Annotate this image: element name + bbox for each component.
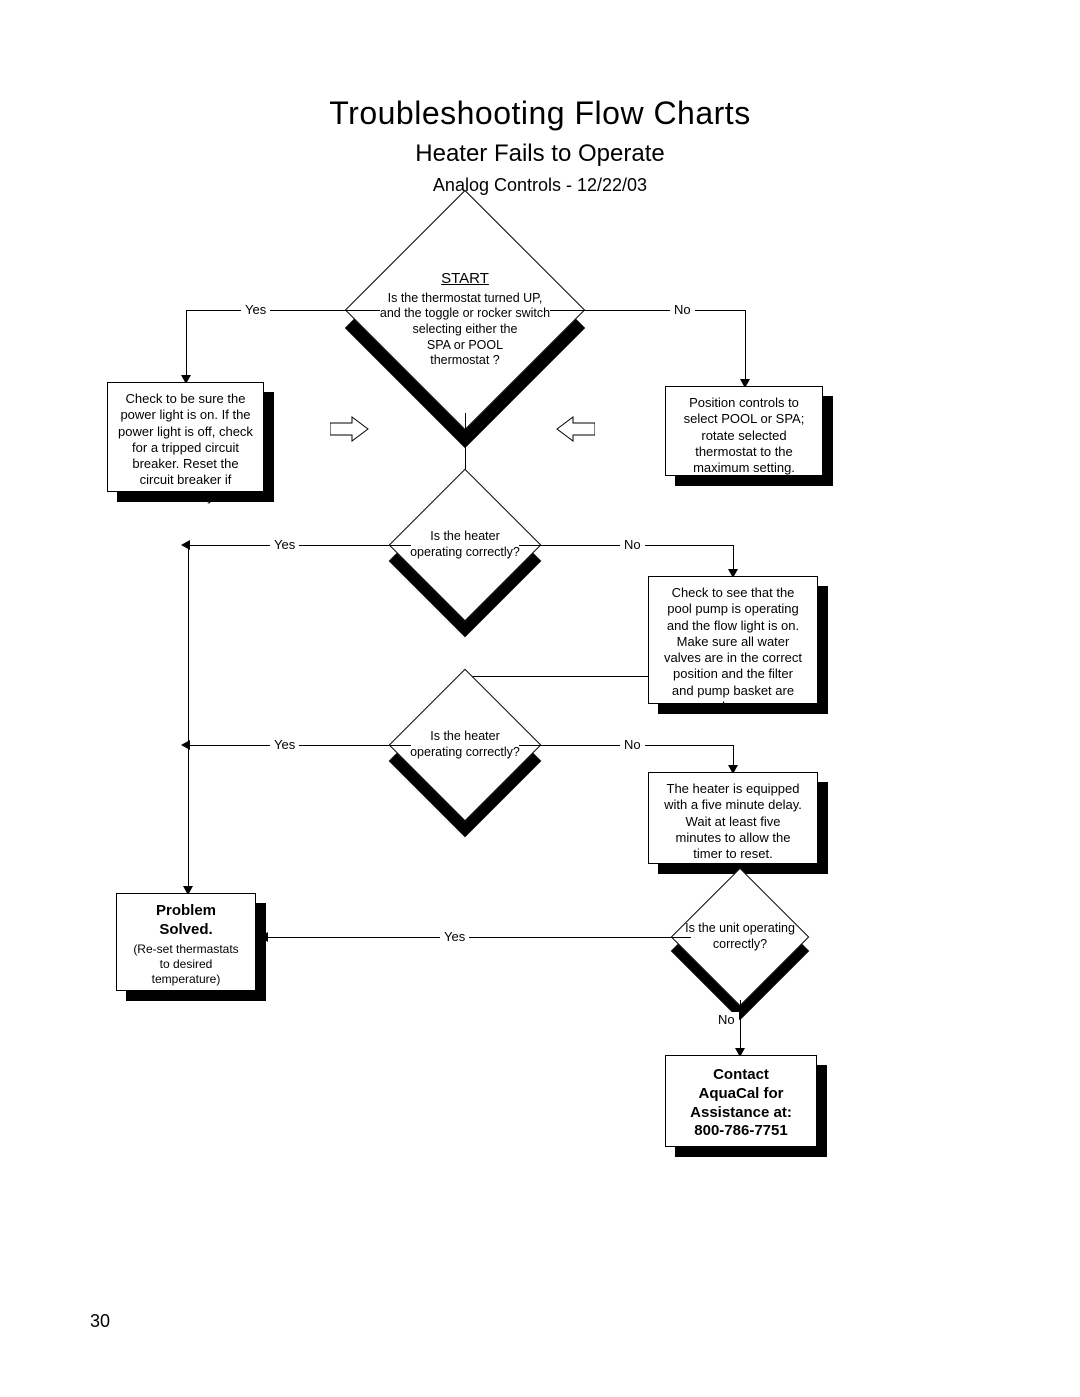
- process-contact: ContactAquaCal forAssistance at:800-786-…: [665, 1055, 827, 1157]
- box-text: Check to see that thepool pump is operat…: [659, 585, 807, 715]
- edge-label-no: No: [670, 302, 695, 317]
- edge-label-yes: Yes: [241, 302, 270, 317]
- edge-label-no: No: [620, 737, 645, 752]
- connector: [188, 745, 411, 746]
- box-text: The heater is equippedwith a five minute…: [659, 781, 807, 862]
- open-arrow-left-icon: [555, 415, 595, 443]
- start-header: START: [350, 270, 580, 289]
- decision-start: START Is the thermostat turned UP,and th…: [380, 225, 550, 395]
- box-bold-text: ProblemSolved.: [127, 902, 245, 940]
- flowchart-page: Troubleshooting Flow Charts Heater Fails…: [0, 0, 1080, 1397]
- decision-unit: Is the unit operatingcorrectly?: [691, 888, 789, 986]
- connector: [745, 310, 746, 386]
- process-position-controls: Position controls toselect POOL or SPA;r…: [665, 386, 833, 486]
- page-subtitle: Heater Fails to Operate: [0, 140, 1080, 168]
- connector: [186, 310, 187, 382]
- connector: [188, 545, 411, 546]
- connector: [186, 310, 380, 311]
- box-text: Position controls toselect POOL or SPA;r…: [676, 395, 812, 476]
- decision-heater-2: Is the heateroperating correctly?: [411, 691, 519, 799]
- start-text: Is the thermostat turned UP,and the togg…: [380, 291, 550, 368]
- process-problem-solved: ProblemSolved. (Re-set thermastatsto des…: [116, 893, 266, 1001]
- edge-label-yes: Yes: [270, 537, 299, 552]
- open-arrow-right-icon: [330, 415, 370, 443]
- edge-label-no: No: [620, 537, 645, 552]
- process-check-pump: Check to see that thepool pump is operat…: [648, 576, 828, 714]
- box-text: (Re-set thermastatsto desiredtemperature…: [127, 942, 245, 987]
- connector: [266, 937, 691, 938]
- edge-label-yes: Yes: [440, 929, 469, 944]
- edge-label-yes: Yes: [270, 737, 299, 752]
- decision-heater-1: Is the heateroperating correctly?: [411, 491, 519, 599]
- page-title: Troubleshooting Flow Charts: [0, 95, 1080, 132]
- connector: [188, 545, 189, 893]
- process-check-power: Check to be sure thepower light is on. I…: [107, 382, 274, 502]
- process-wait-delay: The heater is equippedwith a five minute…: [648, 772, 828, 874]
- box-text: Check to be sure thepower light is on. I…: [118, 391, 253, 505]
- edge-label-no: No: [714, 1012, 739, 1027]
- connector: [550, 310, 745, 311]
- connector: [740, 1000, 741, 1055]
- page-number: 30: [90, 1311, 110, 1332]
- connector: [465, 676, 648, 677]
- page-subsubtitle: Analog Controls - 12/22/03: [0, 175, 1080, 196]
- box-bold-text: ContactAquaCal forAssistance at:800-786-…: [676, 1066, 806, 1141]
